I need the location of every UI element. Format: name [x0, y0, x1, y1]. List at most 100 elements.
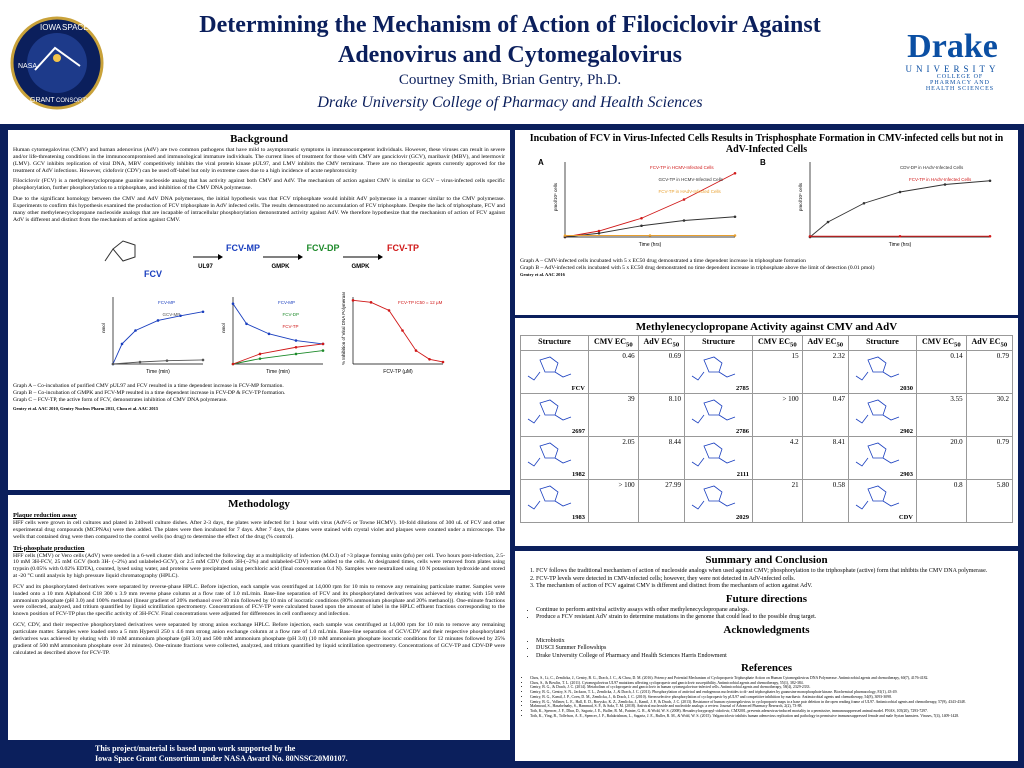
point: [267, 332, 271, 336]
axis-label: Time (min): [266, 369, 290, 375]
point: [563, 234, 567, 237]
series-label: FCV-MP: [158, 300, 175, 305]
arrow-head: [218, 254, 223, 261]
section-title: Background: [230, 133, 288, 145]
list-item: DUSCI Summer Fellowships: [536, 645, 1013, 653]
value-cell: 5.80: [965, 478, 1014, 523]
activity-panel: Methylenecyclopropane Activity against C…: [515, 318, 1018, 546]
value-cell: 39: [588, 392, 639, 437]
reference: Toth, K., Ying, B., Tollefson, A. E., Sp…: [530, 714, 1013, 719]
structure: [855, 485, 900, 510]
series-label: GCV-MP: [163, 312, 181, 317]
section-body: Plaque reduction assay HFF cells were gro…: [13, 512, 505, 656]
point: [428, 358, 431, 362]
header-text: AdV EC: [807, 337, 837, 346]
structure: [691, 356, 736, 381]
reference: Gentry, B. G., Gentry, S. N., Jackson, T…: [530, 690, 1013, 695]
authors: Courtney Smith, Brian Gentry, Ph.D.: [398, 72, 622, 88]
value-cell: 0.79: [965, 435, 1014, 480]
list: MicrobiotixDUSCI Summer FellowshipsDrake…: [520, 638, 1013, 661]
point: [179, 314, 182, 318]
point: [733, 171, 737, 175]
value-cell: 20.0: [915, 435, 967, 480]
point: [898, 234, 902, 238]
structure: [691, 399, 736, 424]
structure: [691, 485, 736, 510]
header-sub: 50: [1000, 341, 1008, 349]
value-cell: 0.46: [588, 349, 639, 394]
structure: [527, 442, 572, 467]
iowa-logo: IOWA SPACE NASA GRANT CONSORTIUM: [10, 16, 104, 110]
point: [120, 343, 124, 346]
point: [682, 219, 686, 222]
header-cell: AdV EC50: [965, 335, 1014, 351]
subheading: Plaque reduction assay: [13, 512, 77, 519]
point: [441, 361, 445, 364]
caption: Graph C – FCV-TP, the active form of FCV…: [13, 397, 228, 404]
point: [231, 363, 235, 366]
caption: Graph B – AdV-infected cells incubated w…: [520, 265, 875, 271]
point: [401, 329, 404, 333]
structure: [527, 399, 572, 424]
enzyme: GMPK: [352, 264, 371, 270]
point: [988, 179, 992, 183]
section-title: Methylenecyclopropane Activity against C…: [635, 321, 898, 333]
point: [321, 349, 325, 353]
point: [733, 215, 737, 219]
logo-text: IOWA: [40, 23, 62, 32]
axis-label: nmol: [221, 324, 226, 334]
series-label: FCV-MP: [278, 300, 295, 305]
curve: [112, 311, 204, 365]
captions: Graph A – Co-incubation of purified CMV …: [13, 383, 505, 403]
structure: [527, 485, 572, 510]
value-cell: 21: [751, 478, 803, 523]
curve: [232, 343, 324, 365]
point: [134, 329, 137, 333]
list-item: Drake University College of Pharmacy and…: [536, 653, 1013, 661]
panel-label: B: [760, 158, 766, 167]
series-label: GCV-TP in HCMV-Infected Cells: [659, 177, 724, 182]
compound: FCV: [144, 269, 162, 279]
point: [682, 198, 686, 201]
value-cell: 8.44: [637, 435, 685, 480]
captions: Graph A – CMV-infected cells incubated w…: [520, 258, 1013, 271]
incubation-panel: Incubation of FCV in Virus-Infected Cell…: [515, 130, 1018, 315]
point: [943, 183, 947, 186]
value-cell: 4.2: [751, 435, 803, 480]
table-row: 1983 > 100 27.99 2029 21 0.58 CDV 0.8 5.80: [520, 478, 1014, 523]
affiliation: Drake University College of Pharmacy and…: [317, 94, 703, 111]
point: [231, 302, 235, 306]
enzyme: UL97: [198, 264, 213, 270]
value-cell: 2.32: [801, 349, 849, 394]
list: Continue to perform antiviral activity a…: [520, 607, 1013, 622]
list-item: FCV-TP levels were detected in CMV-infec…: [536, 576, 1013, 584]
section-title: Summary and Conclusion: [705, 554, 828, 566]
arrow-head: [298, 254, 303, 261]
header-row: Structure CMV EC50 AdV EC50 Structure CMV EC…: [520, 335, 1014, 351]
point: [369, 301, 373, 305]
logo-text: COLLEGE OF PHARMACY AND HEALTH SCIENCES: [925, 74, 995, 92]
logo-text: Drake: [907, 28, 998, 65]
structure-cell: 2785: [683, 349, 753, 394]
header-cell: Structure: [520, 335, 589, 351]
structure-cell: 1982: [520, 435, 589, 480]
point: [862, 201, 866, 205]
series-label: CDV-DP in HAdV-Infected Cells: [900, 165, 964, 170]
graphs: A B Time (hrs) pmol/10⁶ cells FCV-TP in HCMV…: [538, 158, 992, 248]
value-cell: 0.58: [801, 478, 849, 523]
point: [351, 299, 355, 303]
series-label: FCV-DP: [283, 312, 300, 317]
list: FCV follows the traditional mechanism of…: [520, 568, 1013, 591]
subheading: Tri-phosphate production: [13, 544, 85, 552]
caption: Graph A – CMV-infected cells incubated w…: [520, 258, 806, 264]
point: [414, 349, 418, 353]
reference: Mahmoud, S., Hasabelnaby, S., Hammad, S.…: [530, 704, 1013, 709]
background-panel: Background Human cytomegalovirus (CMV) a…: [8, 130, 510, 490]
series-label: FCV-TP: [283, 324, 299, 329]
point: [733, 234, 737, 237]
axis-label: Time (hrs): [889, 242, 912, 248]
table-row: 2697 39 8.10 2786 > 100 0.47 2902 3.55 30.2: [520, 392, 1014, 437]
section-title: Incubation of FCV in Virus-Infected Cell…: [529, 133, 1004, 155]
footer-text: This project/material is based upon work…: [95, 744, 296, 753]
title: Adenovirus and Cytomegalovirus: [337, 42, 683, 68]
